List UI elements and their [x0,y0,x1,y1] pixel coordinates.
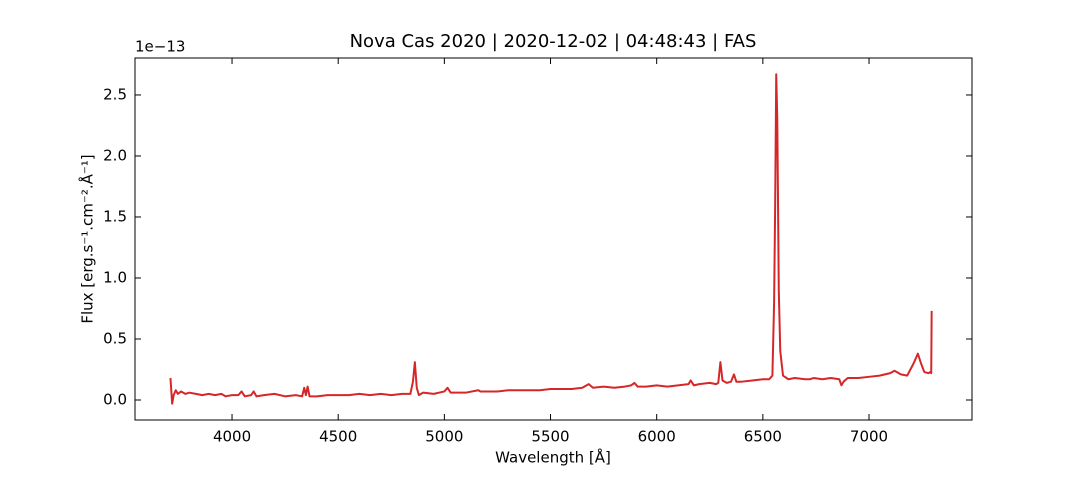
plot-frame [134,57,973,421]
x-tick-label: 6500 [744,428,782,446]
x-axis-label: Wavelength [Å] [495,448,611,467]
y-tick-label: 0.5 [103,329,127,347]
y-axis-label: Flux [erg.s⁻¹.cm⁻².Å⁻¹] [78,154,97,323]
y-tick-label: 1.0 [103,268,127,286]
x-tick-label: 5500 [531,428,569,446]
spectrum-line [169,73,933,405]
x-tick-label: 7000 [850,428,888,446]
x-tick-label: 4000 [213,428,251,446]
x-tick-label: 5000 [425,428,463,446]
x-tick-label: 4500 [319,428,357,446]
y-tick-label: 1.5 [103,207,127,225]
y-tick-label: 0.0 [103,390,127,408]
y-offset-label: 1e−13 [135,38,185,56]
chart-title: Nova Cas 2020 | 2020-12-02 | 04:48:43 | … [350,31,757,52]
y-tick-label: 2.0 [103,146,127,164]
x-tick-label: 6000 [638,428,676,446]
y-tick-label: 2.5 [103,85,127,103]
